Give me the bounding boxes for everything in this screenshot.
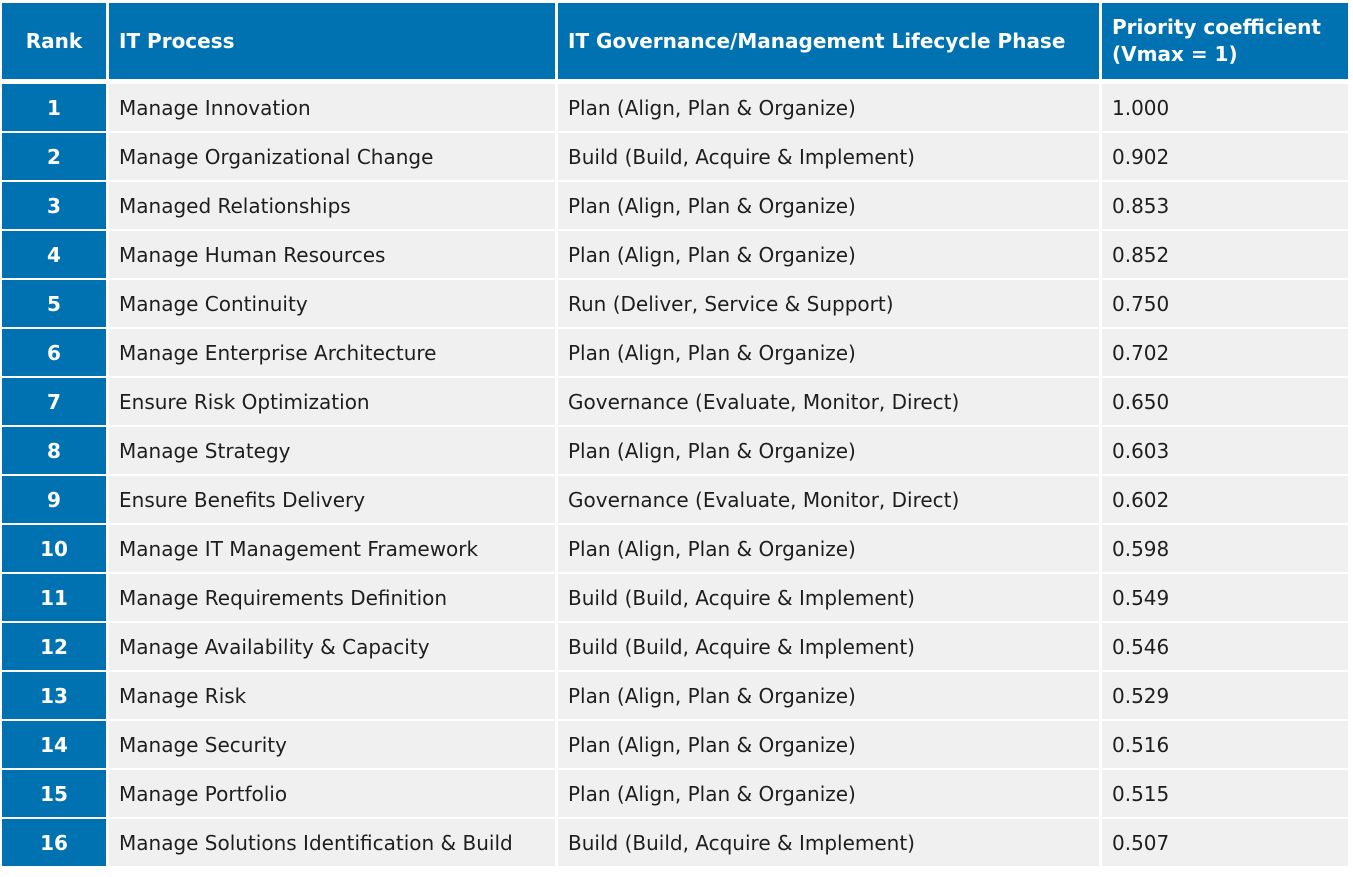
lifecycle-phase-cell: Plan (Align, Plan & Organize) xyxy=(558,721,1099,768)
it-process-cell: Managed Relationships xyxy=(109,182,555,229)
rank-cell: 6 xyxy=(2,329,106,376)
rank-cell: 5 xyxy=(2,280,106,327)
priority-coefficient-cell: 0.516 xyxy=(1102,721,1348,768)
it-process-cell: Manage Enterprise Architecture xyxy=(109,329,555,376)
lifecycle-phase-cell: Build (Build, Acquire & Implement) xyxy=(558,133,1099,180)
priority-table-container: Rank IT Process IT Governance/Management… xyxy=(2,3,1348,866)
it-process-cell: Manage Human Resources xyxy=(109,231,555,278)
it-process-cell: Manage IT Management Framework xyxy=(109,525,555,572)
table-row: 12 Manage Availability & Capacity Build (B… xyxy=(2,623,1348,670)
priority-coefficient-cell: 0.529 xyxy=(1102,672,1348,719)
table-row: 4 Manage Human Resources Plan (Align, Plan… xyxy=(2,231,1348,278)
table-header: Rank IT Process IT Governance/Management… xyxy=(2,3,1348,79)
table-row: 10 Manage IT Management Framework Plan (Al… xyxy=(2,525,1348,572)
rank-cell: 9 xyxy=(2,476,106,523)
table-row: 7 Ensure Risk Optimization Governance (Eva… xyxy=(2,378,1348,425)
header-row: Rank IT Process IT Governance/Management… xyxy=(2,3,1348,79)
lifecycle-phase-cell: Build (Build, Acquire & Implement) xyxy=(558,623,1099,670)
rank-cell: 7 xyxy=(2,378,106,425)
header-priority-coefficient: Priority coefficient (Vmax = 1) xyxy=(1102,3,1348,79)
lifecycle-phase-cell: Plan (Align, Plan & Organize) xyxy=(558,84,1099,131)
rank-cell: 16 xyxy=(2,819,106,866)
it-process-cell: Manage Risk xyxy=(109,672,555,719)
priority-coefficient-cell: 0.507 xyxy=(1102,819,1348,866)
lifecycle-phase-cell: Build (Build, Acquire & Implement) xyxy=(558,819,1099,866)
it-process-cell: Manage Requirements Definition xyxy=(109,574,555,621)
lifecycle-phase-cell: Plan (Align, Plan & Organize) xyxy=(558,329,1099,376)
priority-coefficient-cell: 0.702 xyxy=(1102,329,1348,376)
table-row: 1 Manage Innovation Plan (Align, Plan & Or… xyxy=(2,84,1348,131)
rank-cell: 14 xyxy=(2,721,106,768)
priority-coefficient-cell: 0.515 xyxy=(1102,770,1348,817)
lifecycle-phase-cell: Build (Build, Acquire & Implement) xyxy=(558,574,1099,621)
rank-cell: 1 xyxy=(2,84,106,131)
it-process-cell: Manage Availability & Capacity xyxy=(109,623,555,670)
table-row: 2 Manage Organizational Change Build (Buil… xyxy=(2,133,1348,180)
priority-coefficient-cell: 0.853 xyxy=(1102,182,1348,229)
it-process-cell: Manage Organizational Change xyxy=(109,133,555,180)
it-process-cell: Ensure Benefits Delivery xyxy=(109,476,555,523)
header-it-process: IT Process xyxy=(109,3,555,79)
lifecycle-phase-cell: Governance (Evaluate, Monitor, Direct) xyxy=(558,378,1099,425)
table-row: 6 Manage Enterprise Architecture Plan (Ali… xyxy=(2,329,1348,376)
priority-coefficient-cell: 0.750 xyxy=(1102,280,1348,327)
table-row: 11 Manage Requirements Definition Build (B… xyxy=(2,574,1348,621)
table-row: 14 Manage Security Plan (Align, Plan & Org… xyxy=(2,721,1348,768)
rank-cell: 11 xyxy=(2,574,106,621)
header-spacer xyxy=(2,81,1348,82)
lifecycle-phase-cell: Plan (Align, Plan & Organize) xyxy=(558,231,1099,278)
rank-cell: 3 xyxy=(2,182,106,229)
lifecycle-phase-cell: Plan (Align, Plan & Organize) xyxy=(558,672,1099,719)
rank-cell: 13 xyxy=(2,672,106,719)
table-row: 15 Manage Portfolio Plan (Align, Plan & Or… xyxy=(2,770,1348,817)
it-process-cell: Manage Portfolio xyxy=(109,770,555,817)
lifecycle-phase-cell: Governance (Evaluate, Monitor, Direct) xyxy=(558,476,1099,523)
it-process-cell: Ensure Risk Optimization xyxy=(109,378,555,425)
priority-coefficient-cell: 0.598 xyxy=(1102,525,1348,572)
header-lifecycle-phase: IT Governance/Management Lifecycle Phase xyxy=(558,3,1099,79)
priority-coefficient-cell: 0.549 xyxy=(1102,574,1348,621)
header-coefficient-line1: Priority coefficient xyxy=(1112,15,1321,39)
header-coefficient-line2: (Vmax = 1) xyxy=(1112,42,1238,66)
priority-coefficient-cell: 0.603 xyxy=(1102,427,1348,474)
lifecycle-phase-cell: Plan (Align, Plan & Organize) xyxy=(558,427,1099,474)
rank-cell: 8 xyxy=(2,427,106,474)
it-process-cell: Manage Solutions Identification & Build xyxy=(109,819,555,866)
lifecycle-phase-cell: Plan (Align, Plan & Organize) xyxy=(558,770,1099,817)
rank-cell: 10 xyxy=(2,525,106,572)
table-row: 8 Manage Strategy Plan (Align, Plan & Orga… xyxy=(2,427,1348,474)
lifecycle-phase-cell: Plan (Align, Plan & Organize) xyxy=(558,525,1099,572)
table-row: 3 Managed Relationships Plan (Align, Plan … xyxy=(2,182,1348,229)
priority-coefficient-cell: 1.000 xyxy=(1102,84,1348,131)
it-process-cell: Manage Innovation xyxy=(109,84,555,131)
table-row: 13 Manage Risk Plan (Align, Plan & Organiz… xyxy=(2,672,1348,719)
it-process-cell: Manage Security xyxy=(109,721,555,768)
rank-cell: 4 xyxy=(2,231,106,278)
table-row: 9 Ensure Benefits Delivery Governance (Eva… xyxy=(2,476,1348,523)
priority-coefficient-cell: 0.650 xyxy=(1102,378,1348,425)
lifecycle-phase-cell: Run (Deliver, Service & Support) xyxy=(558,280,1099,327)
it-process-cell: Manage Strategy xyxy=(109,427,555,474)
priority-coefficient-cell: 0.902 xyxy=(1102,133,1348,180)
table-row: 16 Manage Solutions Identification & Buil… xyxy=(2,819,1348,866)
rank-cell: 12 xyxy=(2,623,106,670)
table-body: 1 Manage Innovation Plan (Align, Plan & Or… xyxy=(2,81,1348,866)
priority-coefficient-cell: 0.546 xyxy=(1102,623,1348,670)
it-process-cell: Manage Continuity xyxy=(109,280,555,327)
priority-coefficient-cell: 0.602 xyxy=(1102,476,1348,523)
header-rank: Rank xyxy=(2,3,106,79)
lifecycle-phase-cell: Plan (Align, Plan & Organize) xyxy=(558,182,1099,229)
table-row: 5 Manage Continuity Run (Deliver, Service … xyxy=(2,280,1348,327)
rank-cell: 15 xyxy=(2,770,106,817)
priority-coefficient-cell: 0.852 xyxy=(1102,231,1348,278)
rank-cell: 2 xyxy=(2,133,106,180)
